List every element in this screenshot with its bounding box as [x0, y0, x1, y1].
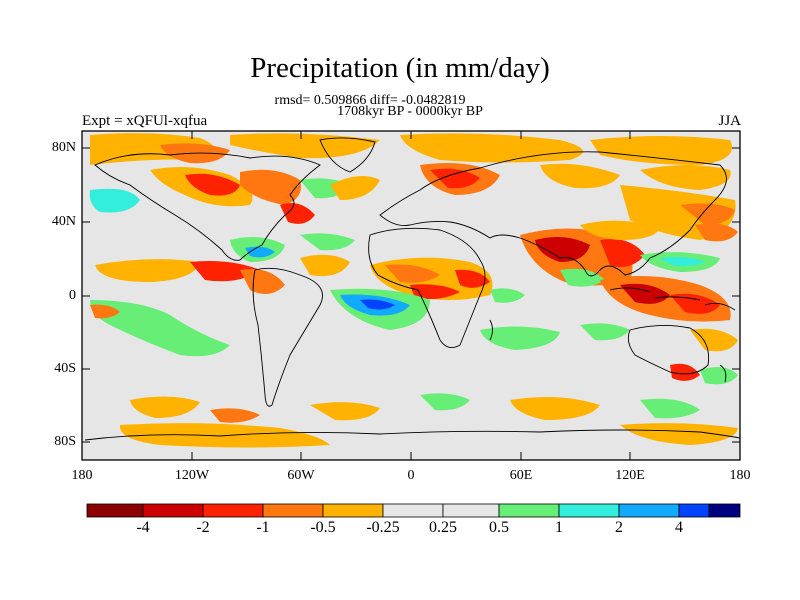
- axis-ticks: [82, 131, 740, 460]
- y-tick-label: 40N: [51, 214, 76, 229]
- coastline-indonesia: [609, 287, 736, 311]
- anomaly-region: [620, 283, 670, 304]
- colorbar-cell: [442, 503, 500, 518]
- colorbar-label: -0.25: [366, 519, 400, 536]
- coastline-north-america: [94, 152, 321, 261]
- anomaly-region: [130, 396, 200, 418]
- anomaly-region: [240, 269, 285, 294]
- anomaly-region: [490, 288, 525, 303]
- anomaly-region: [300, 254, 350, 277]
- anomaly-region: [580, 323, 630, 341]
- colorbar: [86, 503, 741, 518]
- anomaly-region: [280, 202, 315, 224]
- anomaly-region: [90, 300, 230, 357]
- anomaly-region: [420, 393, 470, 411]
- coastline-greenland: [319, 137, 376, 173]
- experiment-label: Expt = xQFUl-xqfua: [82, 113, 208, 129]
- coastline-australia: [627, 325, 710, 375]
- chart-title: Precipitation (in mm/day): [250, 52, 550, 84]
- x-tick-label: 180: [729, 468, 751, 483]
- anomaly-region: [670, 363, 700, 381]
- anomaly-region: [640, 398, 700, 419]
- x-tick-label: 120W: [174, 468, 210, 483]
- colorbar-cell: [618, 503, 680, 518]
- anomaly-region: [680, 203, 735, 225]
- anomaly-region: [245, 246, 275, 258]
- colorbar-cell: [202, 503, 264, 518]
- colorbar-label: 4: [675, 519, 683, 536]
- anomaly-region: [89, 188, 140, 213]
- anomaly-region: [360, 299, 395, 310]
- y-tick-label: 0: [69, 288, 76, 303]
- anomaly-region: [700, 366, 738, 385]
- y-tick-label: 80N: [51, 140, 76, 155]
- colorbar-cell: [262, 503, 324, 518]
- x-tick-label: 0: [407, 468, 415, 483]
- anomaly-region: [455, 269, 490, 288]
- colorbar-label: 0.25: [429, 519, 457, 536]
- colorbar-label: 1: [555, 519, 563, 536]
- colorbar-label: -2: [196, 519, 210, 536]
- coastline-south-america: [252, 267, 323, 407]
- colorbar-cell: [708, 503, 741, 518]
- anomaly-region: [600, 239, 645, 268]
- colorbar-cell: [86, 503, 144, 518]
- anomaly-region: [560, 268, 605, 287]
- colorbar-cell: [498, 503, 560, 518]
- anomaly-region: [540, 163, 620, 189]
- colorbar-label: 2: [615, 519, 623, 536]
- colorbar-cell: [322, 503, 384, 518]
- colorbar-cell: [142, 503, 204, 518]
- anomaly-region: [620, 423, 738, 445]
- periods-line: 1708kyr BP - 0000kyr BP: [337, 104, 483, 119]
- anomaly-region: [300, 233, 355, 251]
- anomaly-region: [90, 304, 120, 319]
- anomaly-region: [240, 169, 301, 205]
- stats-line: rmsd= 0.509866 diff= -0.0482819: [274, 93, 466, 108]
- anomaly-region: [230, 133, 380, 159]
- season-label: JJA: [718, 113, 741, 129]
- coastlines: [84, 137, 741, 441]
- x-tick-label: 120E: [615, 468, 645, 483]
- anomaly-region: [95, 259, 200, 282]
- x-tick-label: 180: [71, 468, 93, 483]
- coastline-new-zealand: [719, 364, 727, 383]
- anomaly-region: [430, 168, 480, 189]
- coastline-madagascar: [489, 319, 493, 341]
- colorbar-cell: [558, 503, 620, 518]
- x-tick-label: 60W: [287, 468, 315, 483]
- coastline-africa: [368, 227, 486, 349]
- anomaly-region: [590, 136, 732, 165]
- anomaly-region: [190, 261, 260, 282]
- anomaly-region: [670, 293, 720, 314]
- colorbar-label: -4: [136, 519, 150, 536]
- anomaly-region: [510, 396, 600, 420]
- anomaly-region: [640, 165, 731, 190]
- colorbar-label: 0.5: [489, 519, 509, 536]
- anomaly-region: [660, 257, 705, 266]
- anomaly-region: [410, 284, 460, 300]
- anomaly-region: [210, 408, 260, 423]
- colorbar-label: -1: [256, 519, 270, 536]
- anomaly-region: [695, 223, 738, 242]
- colorbar-cell: [678, 503, 710, 518]
- colorbar-label: -0.5: [310, 519, 336, 536]
- anomaly-region: [535, 236, 590, 262]
- coastline-antarctica: [84, 429, 741, 441]
- anomaly-region: [310, 402, 380, 421]
- anomaly-region: [580, 220, 660, 240]
- y-tick-label: 40S: [54, 361, 76, 376]
- y-tick-label: 80S: [54, 434, 76, 449]
- anomaly-region: [330, 176, 380, 200]
- anomaly-region: [385, 264, 440, 283]
- coastline-eurasia: [379, 151, 727, 277]
- anomaly-region: [690, 328, 738, 352]
- anomaly-region: [480, 326, 560, 350]
- anomaly-region: [185, 173, 240, 196]
- colorbar-cell: [382, 503, 444, 518]
- x-tick-label: 60E: [509, 468, 533, 483]
